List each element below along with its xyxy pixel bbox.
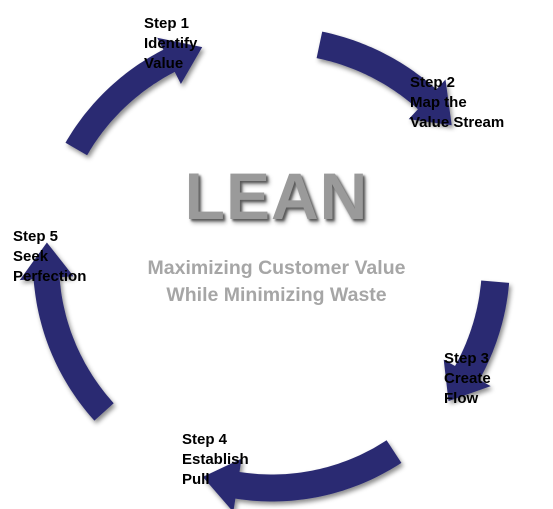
step-5-text-line-2: Perfection	[13, 268, 87, 285]
lean-subtitle: Maximizing Customer Value While Minimizi…	[0, 255, 553, 309]
cycle-arrow-4	[19, 242, 114, 421]
subtitle-line-1: Maximizing Customer Value	[147, 257, 406, 279]
cycle-arrow-3	[202, 440, 402, 509]
step-4-number: Step 4	[182, 431, 228, 448]
step-4-text-line-1: Establish	[182, 451, 249, 468]
step-5-text-line-1: Seek	[13, 248, 49, 265]
cycle-arrow-2	[443, 280, 510, 402]
step-5-number: Step 5	[13, 228, 59, 245]
subtitle-line-2: While Minimizing Waste	[166, 284, 387, 306]
step-4-text-line-2: Pull	[182, 471, 210, 488]
step-1-label: Step 1 Identify Value	[144, 14, 197, 74]
step-3-label: Step 3 Create Flow	[444, 349, 491, 409]
step-3-text-line-2: Flow	[444, 390, 479, 407]
cycle-arrow-1	[316, 31, 452, 126]
step-2-text-line-2: Value Stream	[410, 114, 505, 131]
step-3-text-line-1: Create	[444, 370, 491, 387]
step-1-number: Step 1	[144, 15, 190, 32]
step-3-number: Step 3	[444, 350, 490, 367]
step-1-text-line-1: Identify	[144, 35, 198, 52]
step-2-text-line-1: Map the	[410, 94, 467, 111]
step-4-label: Step 4 Establish Pull	[182, 430, 249, 490]
step-2-number: Step 2	[410, 74, 456, 91]
step-1-text-line-2: Value	[144, 55, 184, 72]
step-2-label: Step 2 Map the Value Stream	[410, 73, 504, 133]
cycle-arrow-5	[65, 37, 203, 156]
lean-title: LEAN	[184, 159, 369, 233]
step-5-label: Step 5 Seek Perfection	[13, 227, 86, 287]
